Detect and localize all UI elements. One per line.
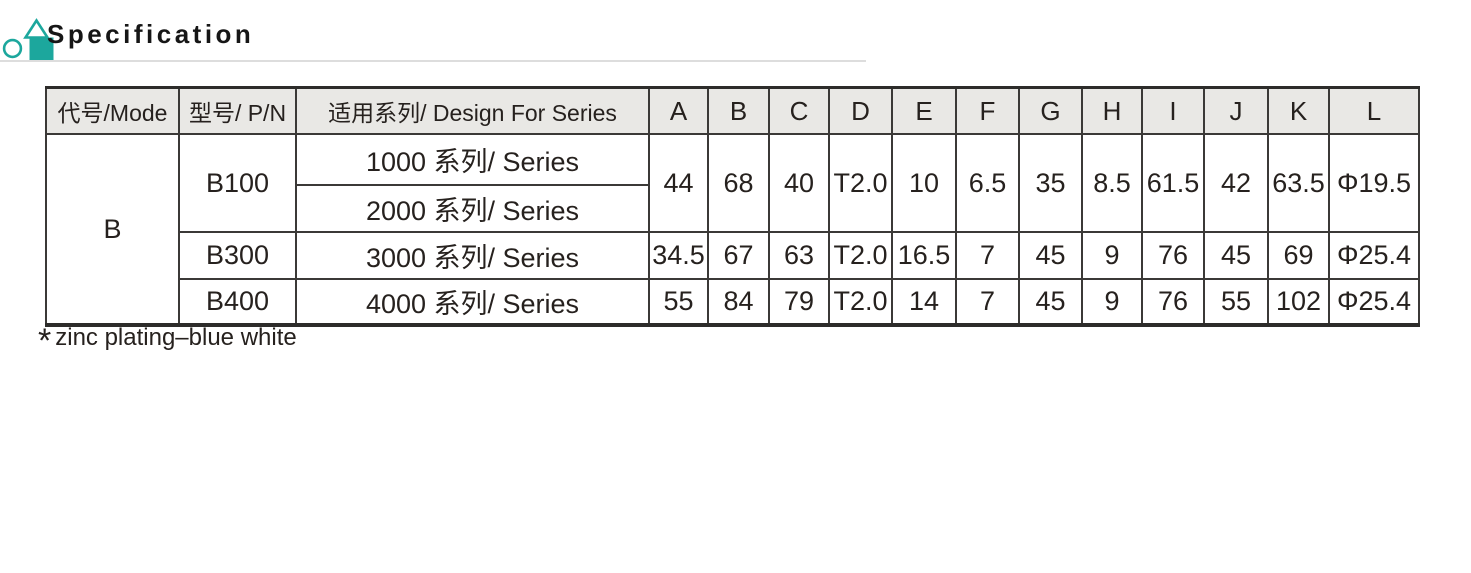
cell-b400-i: 76	[1141, 278, 1205, 326]
cell-b300-f: 7	[955, 231, 1020, 280]
cell-b100-h: 8.5	[1081, 133, 1143, 233]
cell-b300-j: 45	[1203, 231, 1269, 280]
col-header-d: D	[828, 86, 893, 135]
cell-b100-f: 6.5	[955, 133, 1020, 233]
cell-b400-j: 55	[1203, 278, 1269, 326]
col-header-g: G	[1018, 86, 1083, 135]
cell-series-4000: 4000 系列/ Series	[295, 278, 650, 326]
footnote-text: zinc plating–blue white	[55, 324, 297, 351]
cell-b300-a: 34.5	[648, 231, 709, 280]
cell-b400-k: 102	[1267, 278, 1330, 326]
cell-pn-b300: B300	[178, 231, 297, 280]
col-header-c: C	[768, 86, 830, 135]
cell-b400-l: Φ25.4	[1328, 278, 1420, 326]
cell-mode-group: B	[45, 133, 180, 326]
cell-b100-d: T2.0	[828, 133, 893, 233]
col-header-l: L	[1328, 86, 1420, 135]
cell-b300-c: 63	[768, 231, 830, 280]
col-header-h: H	[1081, 86, 1143, 135]
cell-b400-g: 45	[1018, 278, 1083, 326]
col-header-j: J	[1203, 86, 1269, 135]
col-header-pn: 型号/ P/N	[178, 86, 297, 135]
cell-pn-b400: B400	[178, 278, 297, 326]
footnote: * zinc plating–blue white	[38, 322, 297, 360]
cell-b300-e: 16.5	[891, 231, 957, 280]
cell-b300-g: 45	[1018, 231, 1083, 280]
cell-series-1000: 1000 系列/ Series	[295, 133, 650, 186]
table-row: B400 4000 系列/ Series 55 84 79 T2.0 14 7 …	[46, 278, 1420, 326]
cell-b100-l: Φ19.5	[1328, 133, 1420, 233]
col-header-k: K	[1267, 86, 1330, 135]
cell-b300-k: 69	[1267, 231, 1330, 280]
cell-b100-b: 68	[707, 133, 770, 233]
cell-b100-j: 42	[1203, 133, 1269, 233]
cell-series-2000: 2000 系列/ Series	[295, 184, 650, 233]
cell-b300-l: Φ25.4	[1328, 231, 1420, 280]
cell-series-3000: 3000 系列/ Series	[295, 231, 650, 280]
shapes-logo-icon	[2, 18, 54, 60]
cell-b300-i: 76	[1141, 231, 1205, 280]
specification-table: 代号/Mode 型号/ P/N 适用系列/ Design For Series …	[45, 86, 1420, 327]
cell-b400-d: T2.0	[828, 278, 893, 326]
cell-b400-b: 84	[707, 278, 770, 326]
cell-b100-g: 35	[1018, 133, 1083, 233]
cell-b300-h: 9	[1081, 231, 1143, 280]
col-header-e: E	[891, 86, 957, 135]
table-row: 2000 系列/ Series	[46, 184, 1419, 233]
cell-b400-f: 7	[955, 278, 1020, 326]
cell-b400-h: 9	[1081, 278, 1143, 326]
col-header-i: I	[1141, 86, 1205, 135]
cell-b300-b: 67	[707, 231, 770, 280]
col-header-series: 适用系列/ Design For Series	[295, 86, 650, 135]
col-header-a: A	[648, 86, 709, 135]
cell-b100-e: 10	[891, 133, 957, 233]
cell-b100-c: 40	[768, 133, 830, 233]
title-divider	[0, 60, 866, 62]
table-header-row: 代号/Mode 型号/ P/N 适用系列/ Design For Series …	[45, 86, 1420, 135]
table-row: B B100 1000 系列/ Series 44 68 40 T2.0 10 …	[45, 133, 1420, 326]
page-title: Specification	[47, 19, 255, 49]
cell-pn-b100: B100	[178, 133, 297, 233]
cell-b400-c: 79	[768, 278, 830, 326]
table-row: B300 3000 系列/ Series 34.5 67 63 T2.0 16.…	[46, 231, 1420, 280]
cell-b400-e: 14	[891, 278, 957, 326]
cell-b400-a: 55	[648, 278, 709, 326]
col-header-mode: 代号/Mode	[45, 86, 180, 135]
cell-b100-k: 63.5	[1267, 133, 1330, 233]
asterisk-marker: *	[38, 322, 52, 360]
cell-b100-a: 44	[648, 133, 709, 233]
col-header-f: F	[955, 86, 1020, 135]
cell-b300-d: T2.0	[828, 231, 893, 280]
cell-b100-i: 61.5	[1141, 133, 1205, 233]
col-header-b: B	[707, 86, 770, 135]
